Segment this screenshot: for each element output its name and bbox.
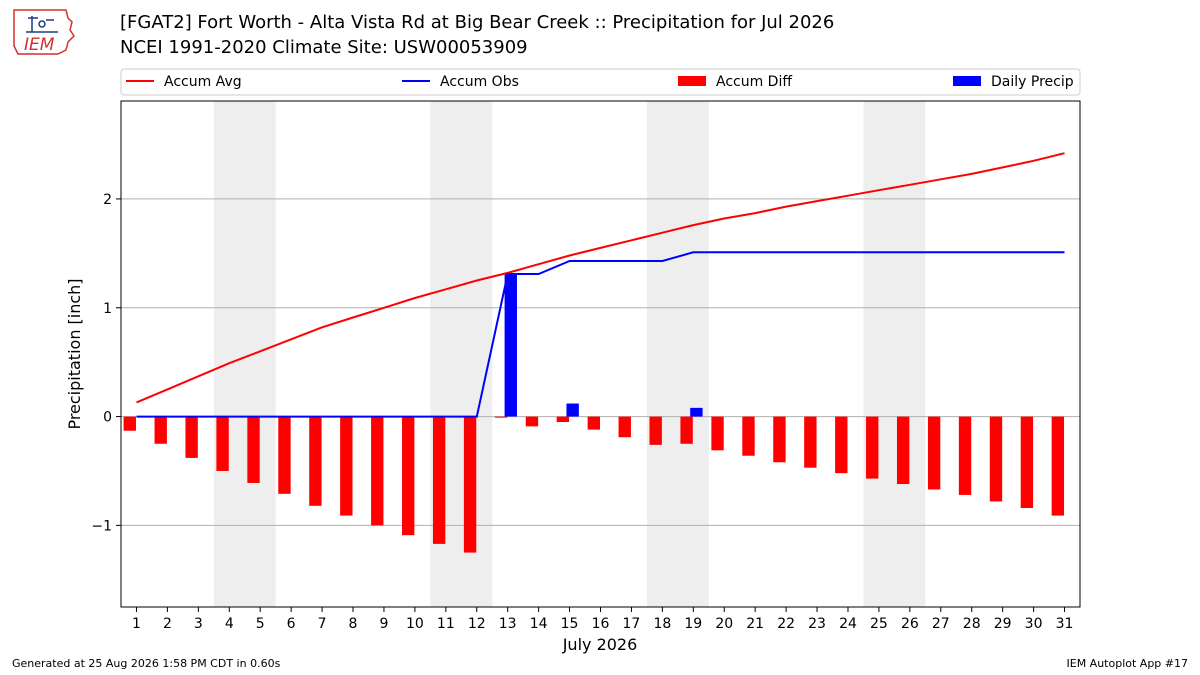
accum-diff-bar (309, 416, 322, 506)
x-tick-label: 2 (163, 616, 172, 632)
bars (123, 274, 1065, 553)
legend-label-1: Accum Obs (440, 74, 519, 90)
legend-label-3: Daily Precip (991, 74, 1074, 90)
accum-diff-bar (773, 416, 786, 463)
x-tick-label: 10 (406, 616, 424, 632)
x-tick-label: 27 (932, 616, 950, 632)
x-tick-label: 23 (808, 616, 826, 632)
x-tick-label: 17 (623, 616, 641, 632)
y-tick-label: 0 (103, 410, 112, 426)
x-tick-label: 28 (963, 616, 981, 632)
gridlines (121, 198, 1080, 526)
accum-obs-line (136, 251, 1065, 418)
accum-diff-bar (989, 416, 1003, 502)
x-tick-label: 15 (561, 616, 579, 632)
legend-label-0: Accum Avg (164, 74, 242, 90)
accum-diff-bar (463, 416, 477, 553)
accum-diff-bar (896, 416, 910, 485)
x-tick-label: 19 (684, 616, 702, 632)
x-tick-label: 22 (777, 616, 795, 632)
accum-diff-bar (216, 416, 229, 471)
y-axis-label: Precipitation [inch] (65, 278, 84, 429)
x-tick-label: 5 (256, 616, 265, 632)
weekend-band-4 (863, 101, 926, 607)
app-note: IEM Autoplot App #17 (1066, 657, 1189, 670)
accum-diff-bar (494, 416, 508, 418)
accum-diff-bar (866, 416, 879, 479)
accum-diff-bar (432, 416, 446, 544)
accum-diff-bar (371, 416, 384, 526)
accum-diff-bar (278, 416, 291, 494)
accum-diff-bar (927, 416, 941, 490)
accum-diff-bar (742, 416, 755, 456)
y-tick-label: 2 (103, 192, 112, 208)
x-tick-label: 14 (530, 616, 548, 632)
iem-logo: IEM (8, 6, 76, 58)
accum-diff-bar (185, 416, 198, 458)
chart-title: [FGAT2] Fort Worth - Alta Vista Rd at Bi… (120, 12, 835, 33)
accum-diff-bar (618, 416, 631, 438)
y-tick-label: 1 (103, 301, 112, 317)
x-tick-label: 9 (379, 616, 388, 632)
legend-box (120, 68, 1081, 96)
x-tick-label: 29 (994, 616, 1012, 632)
accum-diff-bar (1020, 416, 1034, 508)
x-tick-label: 4 (225, 616, 234, 632)
accum-diff-bar (958, 416, 972, 495)
accum-diff-bar (556, 416, 570, 423)
accum-diff-bar (804, 416, 817, 468)
accum-diff-bar (525, 416, 539, 427)
daily-precip-bar (504, 274, 517, 417)
accum-diff-bar (587, 416, 600, 430)
accum-diff-bar (123, 416, 136, 431)
x-tick-label: 31 (1056, 616, 1074, 632)
accum-diff-bar (340, 416, 353, 516)
x-axis-label: July 2026 (562, 635, 638, 654)
x-tick-label: 8 (349, 616, 358, 632)
weekend-band-1 (213, 101, 276, 607)
lines (136, 152, 1065, 418)
accum-diff-bar (1051, 416, 1065, 516)
legend: Accum Avg Accum Obs Accum Diff Daily Precip (120, 68, 1081, 96)
x-tick-label: 18 (653, 616, 671, 632)
y-tick-label: −1 (91, 518, 112, 534)
weekend-bands (213, 101, 926, 607)
x-tick-label: 3 (194, 616, 203, 632)
x-tick-label: 21 (746, 616, 764, 632)
accum-diff-bar (649, 416, 662, 445)
accum-diff-bar (680, 416, 693, 444)
weekend-band-3 (646, 101, 709, 607)
x-tick-label: 16 (592, 616, 610, 632)
x-tick-label: 12 (468, 616, 486, 632)
accum-diff-bar (247, 416, 260, 483)
legend-swatch-3 (953, 76, 981, 86)
x-tick-label: 26 (901, 616, 919, 632)
x-tick-label: 11 (437, 616, 455, 632)
legend-label-2: Accum Diff (716, 74, 792, 90)
x-tick-label: 6 (287, 616, 296, 632)
x-tick-label: 24 (839, 616, 857, 632)
accum-diff-bar (402, 416, 415, 536)
x-tick-label: 20 (715, 616, 733, 632)
daily-precip-bar (566, 403, 579, 417)
x-tick-label: 1 (132, 616, 141, 632)
accum-avg-line (136, 152, 1065, 404)
generated-note: Generated at 25 Aug 2026 1:58 PM CDT in … (12, 657, 281, 670)
legend-swatch-2 (678, 76, 706, 86)
x-tick-label: 7 (318, 616, 327, 632)
accum-diff-bar (711, 416, 724, 451)
chart-subtitle: NCEI 1991-2020 Climate Site: USW00053909 (120, 37, 528, 58)
x-tick-label: 25 (870, 616, 888, 632)
accum-diff-bar (154, 416, 167, 444)
x-tick-label: 30 (1025, 616, 1043, 632)
x-tick-label: 13 (499, 616, 517, 632)
accum-diff-bar (835, 416, 848, 474)
daily-precip-bar (690, 407, 703, 417)
logo-text: IEM (24, 35, 55, 55)
